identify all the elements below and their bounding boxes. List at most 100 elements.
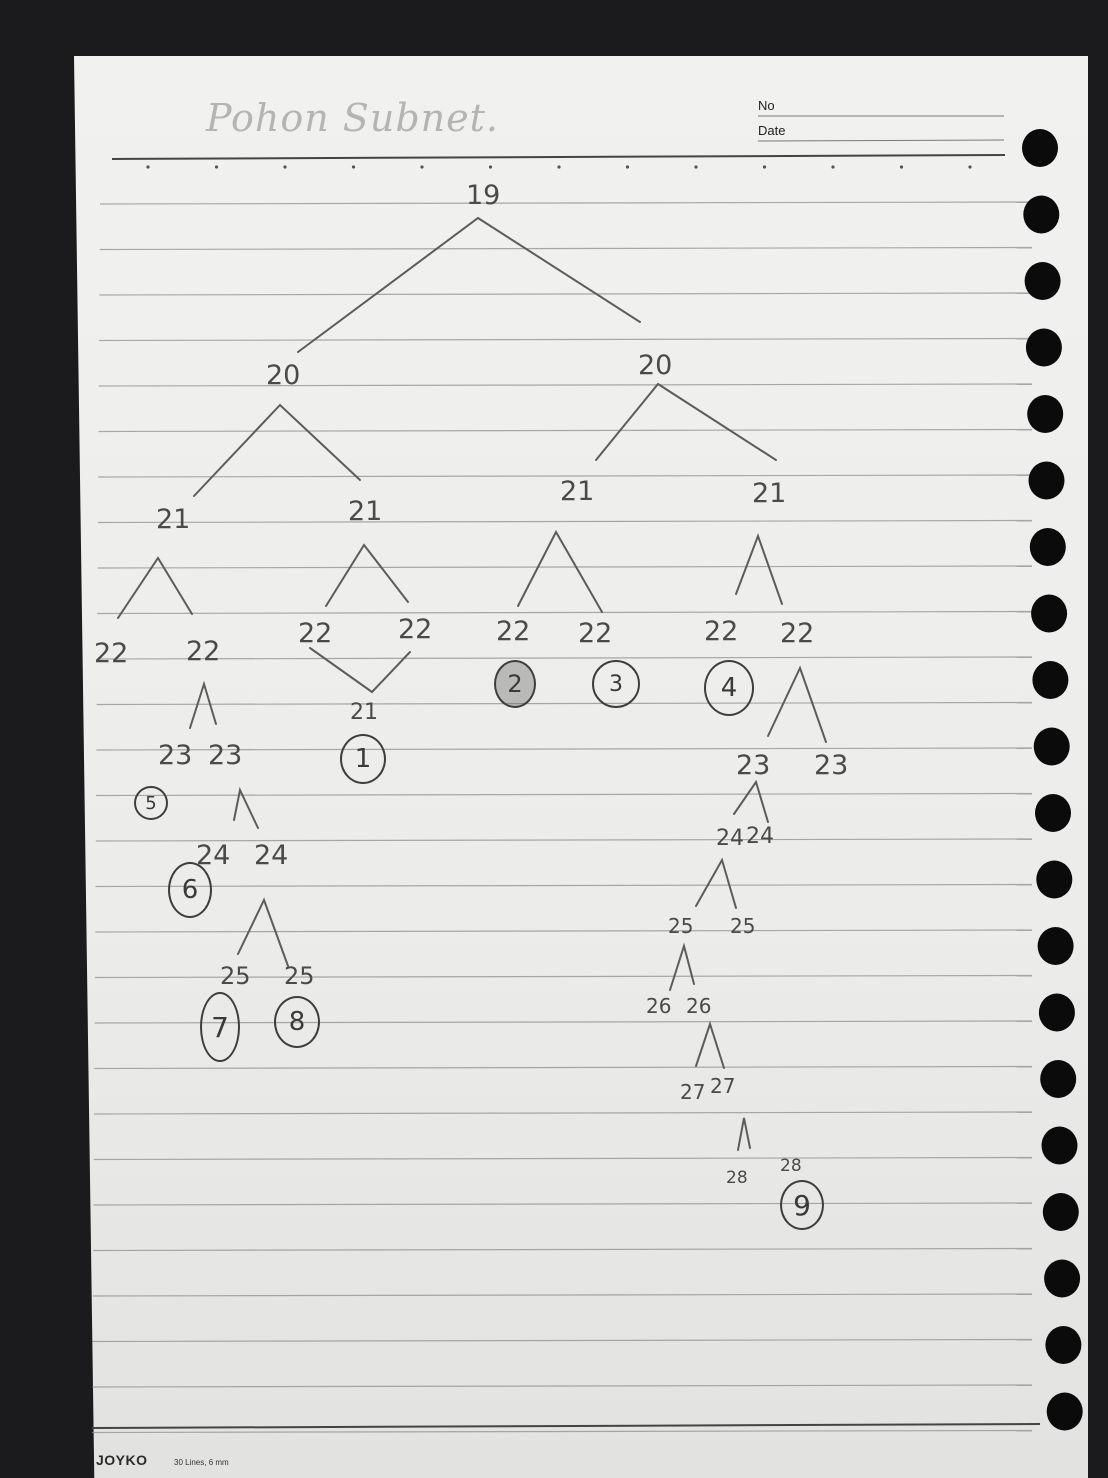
binder-hole [1042, 1193, 1079, 1231]
ruled-line [96, 792, 1033, 797]
tick-dot [146, 165, 150, 169]
d2a1a-branches [669, 942, 695, 991]
ruled-line [95, 929, 1033, 933]
ruled-line [94, 974, 1033, 979]
ruled-line [98, 428, 1033, 433]
left20-branches [193, 403, 361, 497]
circled-number-5: 5 [134, 786, 168, 820]
no-label: No [758, 98, 775, 113]
node-l2-a: 21 [156, 504, 191, 535]
node-a2b2-1: 25 [220, 962, 251, 990]
node-d2a1a2-2: 27 [710, 1074, 736, 1098]
node-d2-1: 23 [736, 750, 771, 781]
date-rule [757, 139, 1005, 142]
node-l3-b2: 22 [398, 614, 433, 645]
tick-dot [420, 165, 424, 169]
node-l3-a2: 22 [186, 636, 221, 667]
brand-logo: JOYKO [96, 1452, 148, 1468]
header-double-rule [111, 154, 1006, 160]
node-b-merged: 21 [350, 700, 378, 725]
d-branches [735, 533, 783, 605]
circled-number-9: 9 [780, 1180, 824, 1230]
d2a1-branches [695, 857, 737, 909]
node-a2b2-2: 25 [284, 962, 315, 990]
tick-dot [625, 165, 630, 169]
node-d2a1a-1: 26 [646, 994, 672, 1018]
root-branches [297, 216, 641, 353]
binder-hole [1044, 1259, 1081, 1298]
date-label: Date [758, 123, 786, 138]
tick-dot [283, 165, 287, 169]
ruled-line [97, 565, 1033, 569]
ruled-line [97, 519, 1033, 524]
binder-hole [1022, 129, 1058, 167]
node-l3-b1: 22 [298, 618, 333, 649]
tick-dot [694, 165, 698, 169]
circled-number-4: 4 [704, 660, 754, 716]
node-a2b-1: 24 [196, 840, 231, 871]
root-node: 19 [466, 180, 501, 211]
tick-dot [351, 165, 356, 169]
node-a2-1: 23 [158, 740, 193, 771]
node-d2a1-1: 25 [668, 914, 694, 938]
binder-hole [1025, 328, 1062, 367]
ruled-line [92, 1293, 1033, 1297]
ruled-line [92, 1338, 1033, 1343]
a-branches [117, 556, 193, 619]
ruled-line [91, 1429, 1033, 1434]
binder-hole [1027, 395, 1064, 433]
binder-holes [1022, 129, 1083, 1431]
tick-dot [968, 165, 972, 169]
binder-hole [1046, 1392, 1083, 1431]
a2-branches [189, 680, 217, 729]
node-l3-d2: 22 [780, 618, 815, 649]
node-d2-2: 23 [814, 750, 849, 781]
node-l3-c1: 22 [496, 616, 531, 647]
tick-dot [762, 165, 767, 169]
node-l2-d: 21 [752, 478, 787, 509]
node-l1-right: 20 [638, 350, 673, 381]
ruled-line [98, 383, 1033, 387]
tick-dot [557, 165, 561, 169]
ruled-line [99, 337, 1033, 342]
node-l1-left: 20 [266, 360, 301, 391]
node-d2a1-2: 25 [730, 914, 756, 938]
binder-hole [1035, 794, 1071, 832]
ruled-line [96, 747, 1033, 751]
tick-dot [899, 165, 904, 169]
binder-hole [1024, 262, 1061, 300]
d2a1a2a-branches [737, 1117, 751, 1151]
ruled-line [99, 201, 1033, 205]
ruled-line [94, 1065, 1033, 1070]
circled-number-7: 7 [200, 992, 240, 1062]
binder-hole [1033, 727, 1070, 766]
ruled-line [96, 656, 1033, 660]
node-l3-a1: 22 [94, 638, 129, 669]
a2b-branches [233, 786, 259, 829]
ruled-lines [91, 201, 1033, 1434]
ruled-line [99, 292, 1033, 296]
ruled-line [96, 701, 1033, 706]
a2b2-branches [237, 897, 289, 967]
node-d2a1a2a-2: 28 [780, 1156, 802, 1176]
binder-hole [1041, 1126, 1078, 1165]
binder-hole [1029, 528, 1066, 566]
circled-number-8: 8 [274, 996, 320, 1048]
node-l3-c2: 22 [578, 618, 613, 649]
binder-hole [1037, 927, 1074, 965]
circled-number-6: 6 [168, 862, 212, 918]
ruled-line [97, 610, 1033, 615]
ruled-line [95, 883, 1033, 888]
circled-number-1: 1 [340, 734, 386, 784]
tick-dots [146, 165, 972, 169]
d2a1a2-branches [695, 1020, 725, 1069]
tick-dot [214, 165, 219, 169]
c-branches [517, 529, 603, 613]
node-d2a-2: 24 [746, 824, 774, 849]
tree-connectors [117, 216, 827, 1151]
ruled-line [98, 474, 1033, 478]
node-d2a-1: 24 [716, 826, 744, 851]
ruled-line [93, 1156, 1033, 1161]
tick-dot [831, 165, 835, 169]
